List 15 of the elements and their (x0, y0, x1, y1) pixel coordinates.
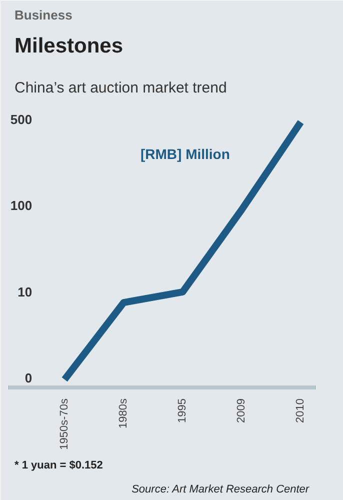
annotation: 100 (10, 198, 32, 214)
annotation: 500 (10, 112, 32, 127)
annotation: 10 (18, 284, 32, 300)
x-tick-label: 2010 (294, 398, 307, 423)
x-tick-label: 1995 (176, 398, 189, 423)
x-tick-label: 2009 (236, 398, 248, 423)
annotation: 0 (24, 370, 32, 386)
x-tick-label: 1980s (118, 398, 130, 428)
annotation: [RMB] Million (140, 146, 230, 162)
chart-title: Milestones (14, 34, 124, 58)
text: Business (14, 8, 72, 22)
source-note: Source: Art Market Research Center (132, 484, 310, 496)
chart-subtitle: China’s art auction market trend (14, 80, 227, 96)
text: * 1 yuan = $0.152 (14, 460, 103, 472)
x-tick-label: 1950s-70s (58, 398, 71, 450)
